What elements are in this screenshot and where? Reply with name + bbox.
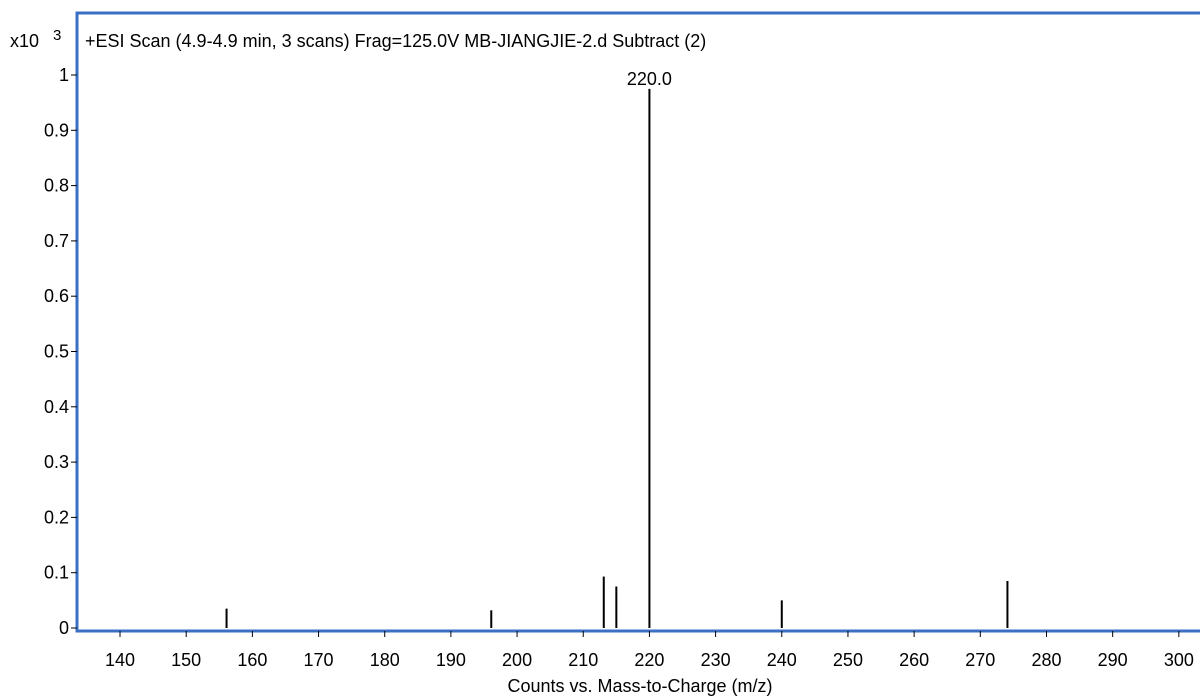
- y-scale-exponent: 3: [53, 27, 61, 44]
- x-tick-label: 260: [899, 650, 929, 670]
- y-tick-label: 0.8: [44, 176, 69, 196]
- chart-title: +ESI Scan (4.9-4.9 min, 3 scans) Frag=12…: [85, 31, 706, 51]
- x-tick-label: 300: [1164, 650, 1194, 670]
- y-tick-label: 0.1: [44, 563, 69, 583]
- x-tick-label: 180: [370, 650, 400, 670]
- y-axis: 0 0.1 0.2 0.3 0.4 0.5 0.6 0.7 0.8 0.9 1: [44, 65, 77, 638]
- y-tick-label: 0.5: [44, 342, 69, 362]
- x-tick-label: 270: [965, 650, 995, 670]
- x-axis-label: Counts vs. Mass-to-Charge (m/z): [507, 676, 772, 696]
- x-tick-label: 220: [634, 650, 664, 670]
- x-tick-label: 140: [105, 650, 135, 670]
- x-axis: 140 150 160 170 180 190 200 210 220 230 240 250 260 2…: [105, 631, 1194, 670]
- y-tick-label: 0.6: [44, 286, 69, 306]
- x-tick-label: 200: [502, 650, 532, 670]
- peak-series: 220.0: [225, 69, 1009, 628]
- y-tick-label: 0.9: [44, 120, 69, 140]
- y-tick-label: 1: [59, 65, 69, 85]
- x-tick-label: 160: [237, 650, 267, 670]
- y-tick-label: 0.7: [44, 231, 69, 251]
- x-tick-label: 190: [436, 650, 466, 670]
- x-tick-label: 150: [171, 650, 201, 670]
- x-tick-label: 170: [304, 650, 334, 670]
- x-tick-label: 290: [1098, 650, 1128, 670]
- y-tick-label: 0.3: [44, 452, 69, 472]
- x-tick-label: 240: [767, 650, 797, 670]
- x-tick-label: 230: [701, 650, 731, 670]
- x-tick-label: 250: [833, 650, 863, 670]
- peak-label: 220.0: [627, 69, 672, 89]
- y-tick-label: 0.4: [44, 397, 69, 417]
- y-tick-label: 0.2: [44, 507, 69, 527]
- plot-frame: [75, 11, 1200, 633]
- y-scale-base: x10: [10, 31, 39, 51]
- x-tick-label: 280: [1031, 650, 1061, 670]
- y-tick-label: 0: [59, 618, 69, 638]
- x-tick-label: 210: [568, 650, 598, 670]
